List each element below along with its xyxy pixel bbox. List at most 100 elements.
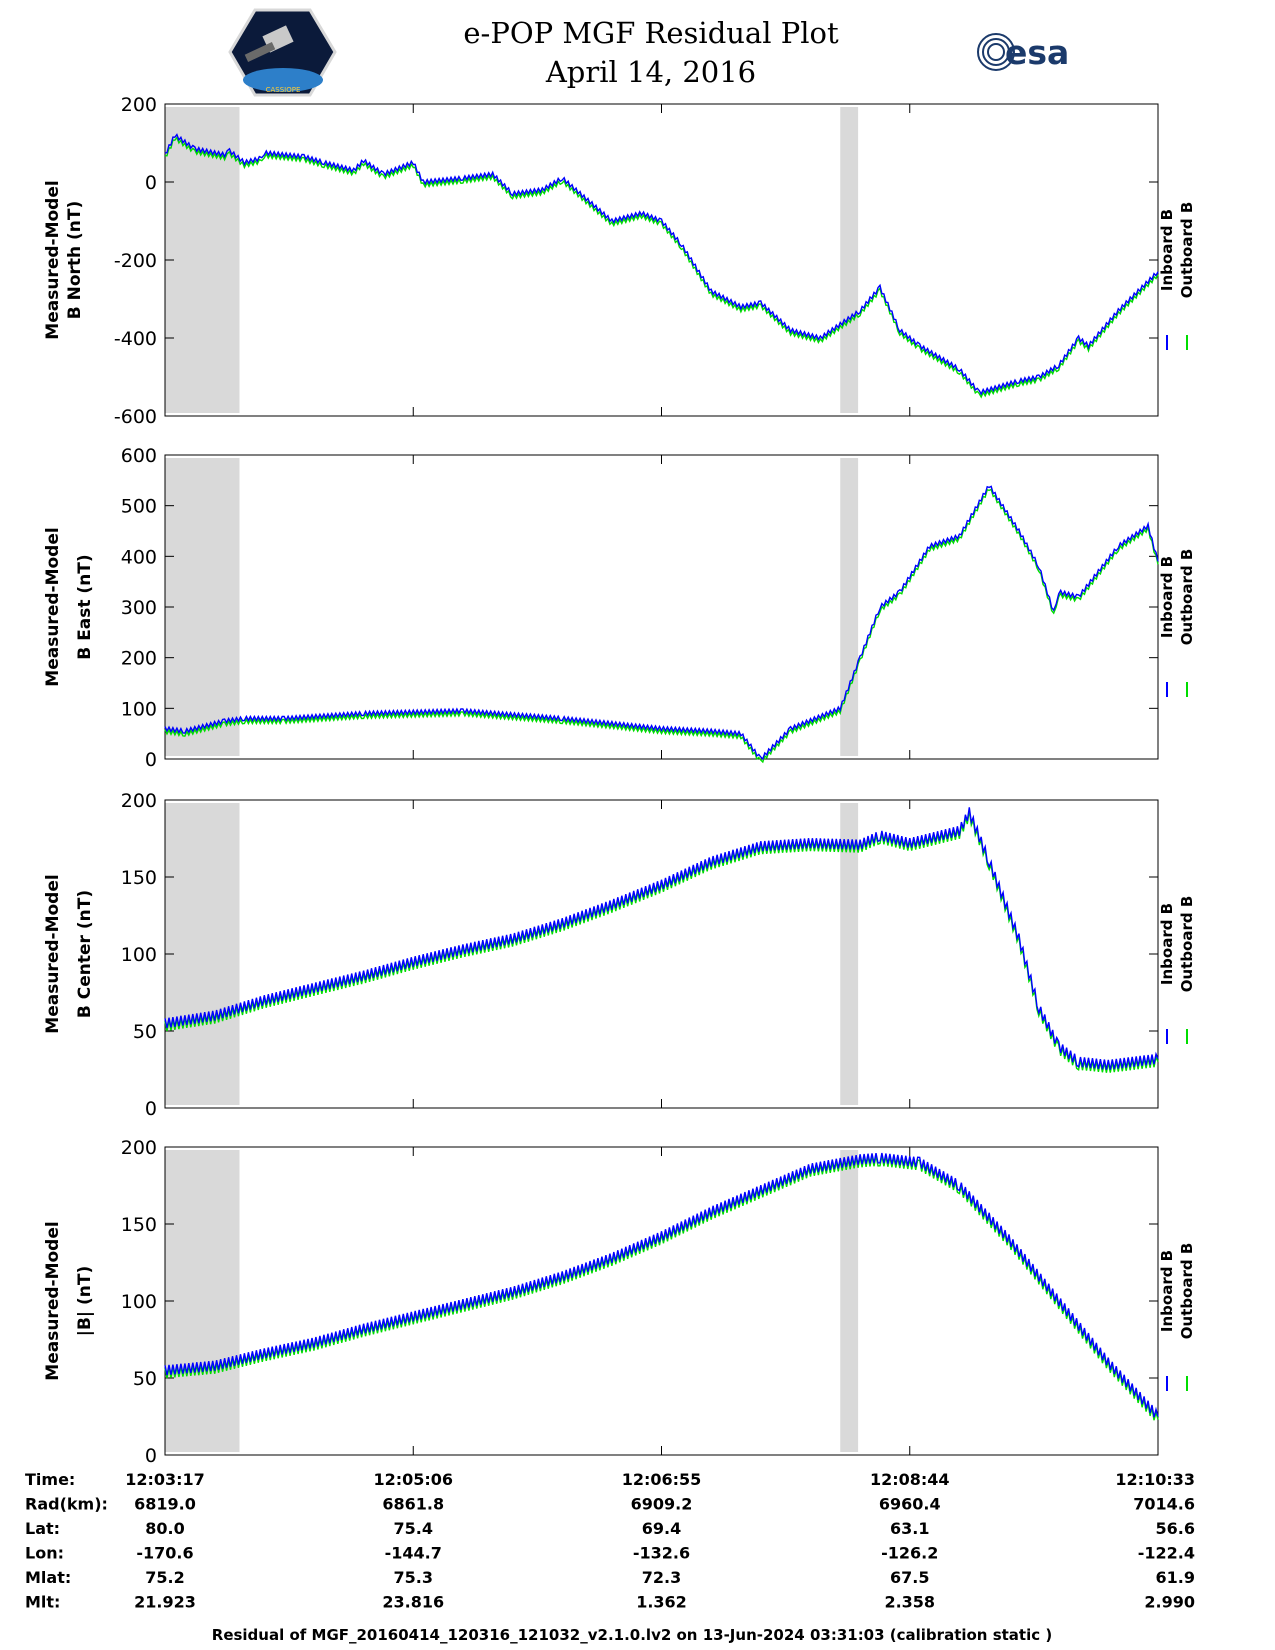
info-cell: 1.362 [636, 1593, 687, 1612]
footer-text: Residual of MGF_20160414_120316_121032_v… [212, 1626, 1052, 1644]
y-tick-label: 300 [121, 597, 157, 619]
inboard-series-line [164, 485, 1159, 761]
info-cell: 6861.8 [382, 1495, 444, 1514]
panel-3: 0 50 100 150 200 Measured-Model B Center (nT) I… [43, 790, 1196, 1120]
shaded-region [165, 803, 240, 1105]
panel-1: -600 -400 -200 0 200 Measured-Model B North (n… [43, 94, 1196, 428]
plot-frame [164, 799, 1159, 1109]
legend-inboard-label: Inboard B [1158, 1250, 1176, 1332]
y-tick-label: 400 [121, 546, 157, 568]
y-tick-label: 0 [145, 172, 157, 194]
inboard-series-line [164, 1152, 1159, 1418]
y-tick-label: -600 [114, 406, 157, 428]
info-cell: 6909.2 [631, 1495, 693, 1514]
info-cell: 56.6 [1156, 1519, 1195, 1538]
info-cell: -144.7 [385, 1544, 442, 1563]
y-tick-label: 0 [145, 1445, 157, 1467]
y-tick-label: 150 [121, 1214, 157, 1236]
info-row-label: Lat: [25, 1519, 60, 1538]
info-cell: 69.4 [642, 1519, 681, 1538]
outboard-series-line [164, 136, 1159, 399]
y-tick-label: 500 [121, 496, 157, 518]
y-axis-label-line1: Measured-Model [43, 180, 63, 339]
y-tick-label: 50 [133, 1368, 157, 1390]
shaded-region [840, 458, 859, 756]
info-cell: 23.816 [382, 1593, 444, 1612]
y-tick-label: 200 [121, 1137, 157, 1159]
info-cell: 61.9 [1156, 1568, 1195, 1587]
info-cell: 63.1 [890, 1519, 929, 1538]
shaded-region [840, 803, 859, 1105]
info-cell: 12:03:17 [125, 1470, 205, 1489]
y-axis-label-line2: |B| (nT) [75, 1266, 95, 1337]
esa-logo: esa [977, 33, 1069, 72]
y-tick-label: 0 [145, 1098, 157, 1120]
logo-right-text: esa [1005, 33, 1069, 72]
info-cell: -122.4 [1138, 1544, 1195, 1563]
info-cell: 2.990 [1144, 1593, 1195, 1612]
shaded-region [840, 107, 859, 413]
info-table: Time: 12:03:17 12:05:06 12:06:55 12:08:44 12:… [25, 1470, 1195, 1612]
y-axis-label-line2: B East (nT) [75, 554, 95, 659]
info-cell: 75.2 [145, 1568, 184, 1587]
info-cell: 21.923 [134, 1593, 196, 1612]
y-tick-label: 100 [121, 944, 157, 966]
y-tick-label: 600 [121, 445, 157, 467]
info-cell: 2.358 [884, 1593, 935, 1612]
plot-frame [164, 1146, 1159, 1456]
info-row-label: Lon: [25, 1544, 64, 1563]
info-cell: 6819.0 [134, 1495, 196, 1514]
legend-outboard-label: Outboard B [1178, 202, 1196, 299]
info-cell: 12:08:44 [870, 1470, 950, 1489]
y-tick-label: 200 [121, 648, 157, 670]
info-cell: -132.6 [633, 1544, 690, 1563]
info-cell: 6960.4 [879, 1495, 941, 1514]
y-axis-label-line2: B North (nT) [65, 201, 85, 320]
plot-frame [164, 103, 1159, 417]
info-cell: 67.5 [890, 1568, 929, 1587]
y-tick-label: 200 [121, 790, 157, 812]
y-tick-label: 200 [121, 94, 157, 116]
inboard-series-line [164, 807, 1159, 1070]
shaded-region [165, 458, 240, 756]
plot-frame [164, 454, 1159, 760]
info-cell: 72.3 [642, 1568, 681, 1587]
y-tick-label: 100 [121, 1291, 157, 1313]
info-cell: 80.0 [145, 1519, 184, 1538]
info-cell: -170.6 [136, 1544, 193, 1563]
y-axis-label-line1: Measured-Model [43, 1221, 63, 1380]
legend-outboard-label: Outboard B [1178, 896, 1196, 993]
panel-2: 0 100 200 300 400 500 600 Measured-Model B East … [43, 445, 1196, 771]
shaded-region [165, 1150, 240, 1452]
inboard-series-line [164, 133, 1159, 396]
legend-inboard-label: Inboard B [1158, 209, 1176, 291]
info-cell: 75.4 [394, 1519, 433, 1538]
info-cell: 12:10:33 [1115, 1470, 1195, 1489]
shaded-region [165, 107, 240, 413]
y-tick-label: -400 [114, 328, 157, 350]
logo-left-text: CASSIOPE [266, 86, 301, 94]
info-cell: 75.3 [394, 1568, 433, 1587]
info-row-label: Time: [25, 1470, 75, 1489]
panel-4: 0 50 100 150 200 Measured-Model |B| (nT) Inboar… [43, 1137, 1196, 1467]
legend-inboard-label: Inboard B [1158, 556, 1176, 638]
y-tick-label: 50 [133, 1021, 157, 1043]
info-cell: 7014.6 [1133, 1495, 1195, 1514]
shaded-region [840, 1150, 859, 1452]
y-axis-label-line1: Measured-Model [43, 527, 63, 686]
info-row-label: Mlt: [25, 1593, 60, 1612]
y-tick-label: 100 [121, 698, 157, 720]
outboard-series-line [164, 810, 1159, 1073]
info-cell: 12:05:06 [373, 1470, 453, 1489]
figure-title: e-POP MGF Residual Plot [463, 16, 839, 50]
info-row-label: Mlat: [25, 1568, 71, 1587]
info-row-label: Rad(km): [25, 1495, 108, 1514]
y-axis-label-line2: B Center (nT) [75, 890, 95, 1018]
y-tick-label: 0 [145, 749, 157, 771]
y-tick-label: -200 [114, 250, 157, 272]
outboard-series-line [164, 488, 1159, 764]
cassiope-logo: CASSIOPE [228, 8, 337, 97]
legend-outboard-label: Outboard B [1178, 549, 1196, 646]
